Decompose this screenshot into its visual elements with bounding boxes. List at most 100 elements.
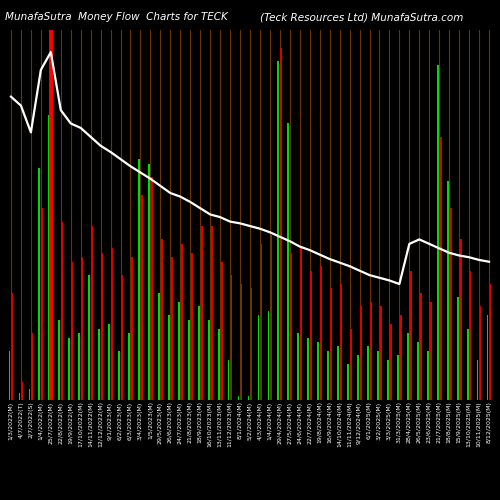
Bar (198, 306, 200, 400)
Bar (427, 351, 428, 400)
Bar (310, 270, 312, 400)
Bar (91, 226, 93, 400)
Bar (188, 320, 190, 400)
Bar (228, 360, 230, 400)
Bar (450, 208, 452, 400)
Bar (360, 306, 362, 400)
Bar (168, 316, 170, 400)
Bar (58, 320, 60, 400)
Bar (32, 333, 34, 400)
Bar (370, 302, 372, 400)
Bar (238, 396, 240, 400)
Bar (250, 288, 252, 400)
Bar (258, 316, 260, 400)
Bar (397, 356, 399, 400)
Bar (328, 351, 329, 400)
Bar (141, 195, 143, 400)
Bar (290, 253, 292, 400)
Bar (460, 240, 462, 400)
Bar (181, 244, 182, 400)
Bar (420, 293, 422, 400)
Bar (347, 364, 349, 400)
Bar (486, 316, 488, 400)
Bar (148, 164, 150, 400)
Bar (161, 240, 163, 400)
Bar (128, 333, 130, 400)
Bar (320, 266, 322, 400)
Bar (138, 159, 140, 400)
Bar (337, 346, 339, 400)
Bar (400, 316, 402, 400)
Bar (280, 48, 282, 400)
Bar (476, 360, 478, 400)
Bar (111, 248, 113, 400)
Bar (211, 226, 212, 400)
Bar (330, 288, 332, 400)
Bar (410, 270, 412, 400)
Bar (118, 351, 120, 400)
Bar (108, 324, 110, 400)
Bar (171, 258, 172, 400)
Bar (318, 342, 319, 400)
Bar (340, 284, 342, 400)
Bar (417, 342, 418, 400)
Bar (288, 124, 289, 400)
Bar (248, 396, 250, 400)
Bar (131, 258, 133, 400)
Bar (48, 114, 50, 400)
Bar (430, 302, 432, 400)
Bar (101, 253, 103, 400)
Bar (377, 351, 379, 400)
Bar (218, 328, 220, 400)
Bar (240, 284, 242, 400)
Bar (208, 320, 210, 400)
Bar (437, 66, 438, 400)
Bar (447, 182, 448, 400)
Bar (367, 346, 369, 400)
Bar (470, 270, 472, 400)
Bar (407, 333, 409, 400)
Bar (121, 275, 123, 400)
Bar (68, 338, 70, 400)
Bar (12, 293, 14, 400)
Bar (28, 390, 30, 400)
Bar (178, 302, 180, 400)
Bar (350, 328, 352, 400)
Bar (387, 360, 389, 400)
Bar (42, 208, 43, 400)
Bar (300, 248, 302, 400)
Bar (278, 61, 280, 400)
Bar (88, 275, 90, 400)
Bar (457, 298, 458, 400)
Text: (Teck Resources Ltd) MunafaSutra.com: (Teck Resources Ltd) MunafaSutra.com (260, 12, 464, 22)
Bar (298, 333, 299, 400)
Bar (158, 293, 160, 400)
Bar (38, 168, 40, 400)
Bar (308, 338, 309, 400)
Bar (440, 137, 442, 400)
Bar (490, 284, 492, 400)
Bar (480, 306, 482, 400)
Bar (72, 262, 73, 400)
Bar (268, 311, 270, 400)
Bar (8, 351, 10, 400)
Bar (201, 226, 202, 400)
Bar (78, 333, 80, 400)
Bar (230, 275, 232, 400)
Bar (220, 262, 222, 400)
Bar (98, 328, 100, 400)
Bar (390, 324, 392, 400)
Bar (270, 235, 272, 400)
Bar (466, 328, 468, 400)
Bar (380, 306, 382, 400)
Bar (22, 382, 24, 400)
Bar (260, 244, 262, 400)
Bar (18, 393, 20, 400)
Bar (191, 253, 192, 400)
Bar (151, 177, 153, 400)
Bar (62, 222, 63, 400)
Text: MunafaSutra  Money Flow  Charts for TECK: MunafaSutra Money Flow Charts for TECK (5, 12, 228, 22)
Bar (82, 258, 83, 400)
Bar (357, 356, 359, 400)
Bar (52, 61, 53, 400)
